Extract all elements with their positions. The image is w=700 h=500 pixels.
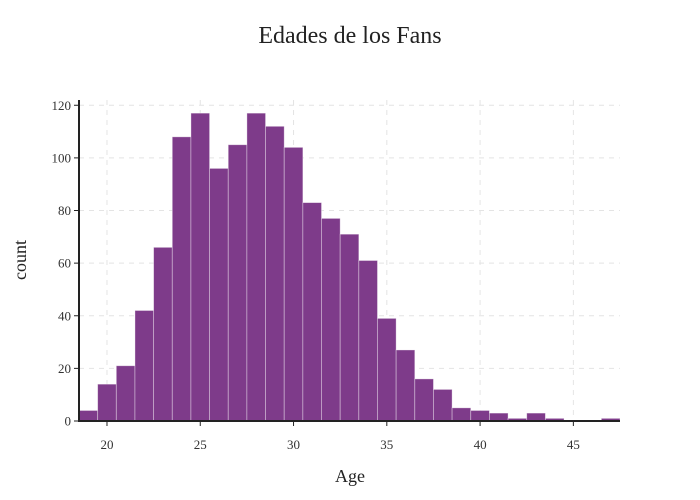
- histogram-bar: [321, 218, 341, 422]
- x-tick-label: 30: [287, 437, 300, 452]
- histogram-bar: [153, 246, 173, 422]
- histogram-bar: [227, 144, 248, 422]
- histogram-bar: [134, 310, 155, 422]
- histogram-bar: [339, 233, 360, 422]
- y-tick-label: 120: [52, 98, 72, 113]
- histogram-bar: [97, 383, 117, 422]
- histogram-bar: [433, 389, 453, 422]
- y-axis-title: count: [10, 240, 30, 280]
- y-tick-label: 60: [58, 256, 71, 271]
- histogram-bar: [470, 410, 490, 422]
- histogram-bar: [283, 146, 304, 422]
- x-tick-label: 20: [100, 437, 113, 452]
- histogram-bar: [78, 410, 99, 422]
- x-tick-label: 35: [380, 437, 393, 452]
- y-tick-label: 40: [58, 308, 71, 323]
- x-tick-label: 45: [567, 437, 580, 452]
- histogram-bar: [190, 112, 210, 422]
- histogram-bar: [209, 168, 229, 422]
- histogram-bar: [265, 125, 285, 422]
- x-axis-ticks: 20 25 30 35 40 45: [100, 421, 580, 452]
- histogram-bar: [171, 136, 192, 422]
- histogram-bar: [302, 202, 322, 422]
- y-tick-label: 20: [58, 361, 71, 376]
- y-tick-label: 100: [52, 150, 72, 165]
- histogram-bar: [414, 378, 434, 422]
- y-tick-label: 80: [58, 203, 71, 218]
- histogram-bar: [358, 260, 378, 422]
- x-tick-label: 25: [194, 437, 207, 452]
- histogram-bar: [395, 349, 416, 422]
- x-axis-title: Age: [335, 466, 365, 486]
- chart-title: Edades de los Fans: [258, 23, 441, 49]
- histogram-bar: [526, 412, 546, 422]
- y-axis-ticks: 0 20 40 60 80 100 120: [52, 98, 79, 429]
- y-tick-label: 0: [65, 414, 72, 429]
- histogram-bar: [489, 412, 509, 422]
- histogram-bar: [115, 365, 136, 422]
- x-tick-label: 40: [474, 437, 487, 452]
- histogram-bars: [78, 112, 621, 422]
- histogram-bar: [246, 112, 266, 422]
- histogram-bar: [451, 407, 472, 422]
- histogram-bar: [377, 317, 397, 422]
